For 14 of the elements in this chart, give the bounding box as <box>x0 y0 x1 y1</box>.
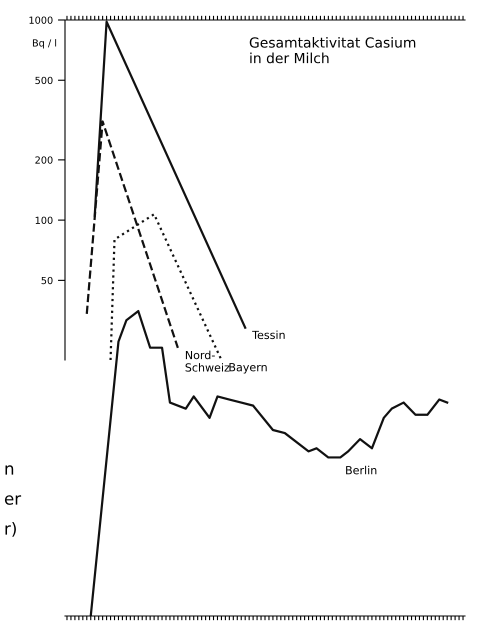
text: r) <box>6 522 16 537</box>
y-tick-label: 50 <box>42 276 53 284</box>
y-tick-label: 200 <box>35 156 53 164</box>
y-tick-label: 1000 <box>30 16 53 24</box>
text: Gesamtaktivitat Casium in der Milch <box>250 37 416 64</box>
series-label: Nord- Schweiz <box>186 350 230 372</box>
y-axis-title: Bq / l <box>32 39 56 49</box>
series-label: Berlin <box>346 466 376 474</box>
y-tick-label: 500 <box>35 76 53 84</box>
text: er <box>4 495 22 505</box>
text: n <box>6 465 14 475</box>
y-tick-label: 100 <box>36 216 53 224</box>
series-label: Bayern <box>229 363 267 374</box>
series-label: Tessin <box>252 330 285 340</box>
